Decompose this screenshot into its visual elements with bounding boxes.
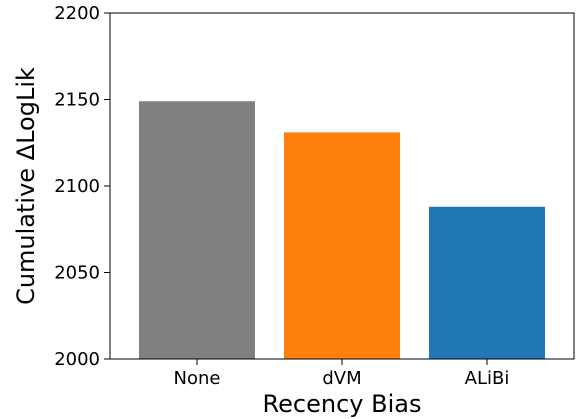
y-tick-label: 2050 <box>54 263 100 284</box>
y-tick-label: 2200 <box>54 3 100 24</box>
bar-none <box>139 101 255 359</box>
x-tick-label-dvm: dVM <box>322 368 361 389</box>
y-axis-label: Cumulative ΔLogLik <box>12 67 40 305</box>
x-tick-label-none: None <box>174 368 221 389</box>
y-tick-label: 2100 <box>54 176 100 197</box>
x-axis-label: Recency Bias <box>263 390 422 418</box>
y-tick-label: 2000 <box>54 349 100 370</box>
y-axis-ticks: 2000 2050 2100 2150 2200 <box>54 3 110 370</box>
bar-alibi <box>429 206 545 359</box>
bar-dvm <box>284 132 400 359</box>
y-tick-label: 2150 <box>54 90 100 111</box>
bars-group <box>139 101 545 359</box>
plot-frame <box>109 12 575 360</box>
x-axis-ticks: None dVM ALiBi <box>174 359 510 389</box>
x-tick-label-alibi: ALiBi <box>465 368 510 389</box>
